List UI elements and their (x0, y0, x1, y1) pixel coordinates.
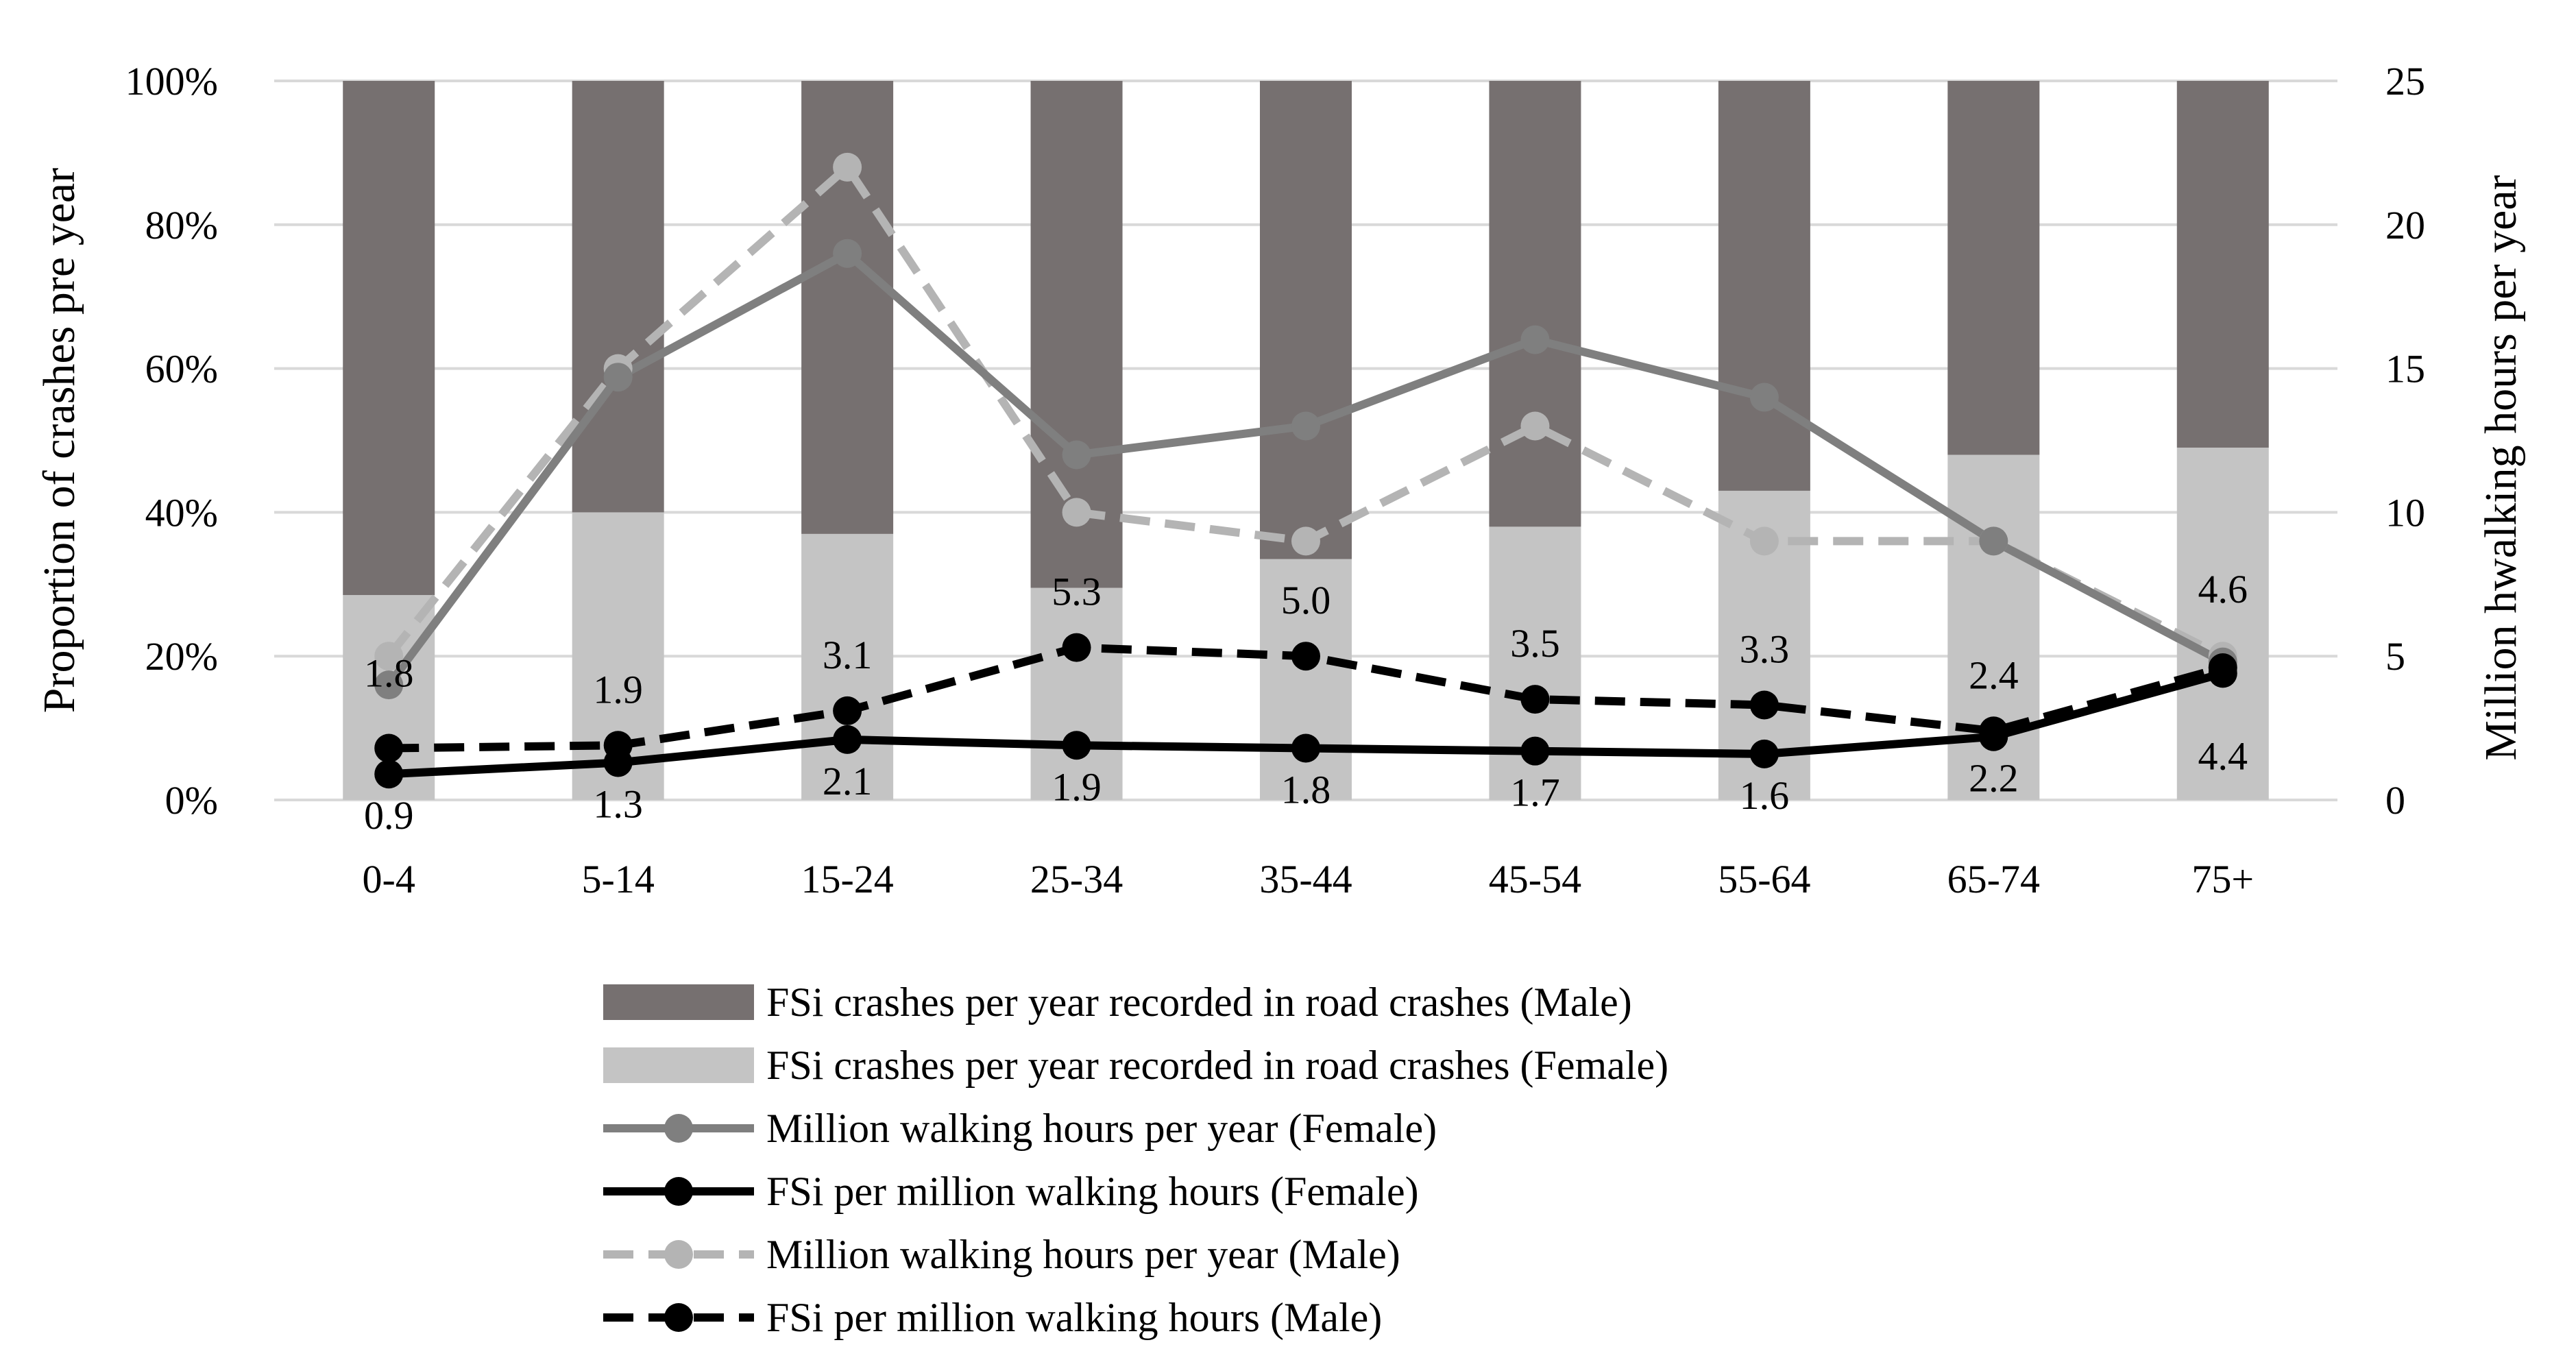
bar-male (572, 81, 664, 513)
y-left-tick-label: 80% (145, 203, 218, 247)
x-tick-label: 55-64 (1718, 857, 1810, 901)
y-right-tick-label: 10 (2385, 490, 2425, 535)
data-label: 3.3 (1740, 627, 1790, 672)
series-point (374, 670, 404, 700)
series-point (1979, 526, 2008, 556)
x-tick-label: 35-44 (1259, 857, 1352, 901)
bar-male (1489, 81, 1581, 527)
bar-male (1718, 81, 1810, 491)
bar-male (1947, 81, 2040, 455)
series-point (1291, 733, 1320, 763)
series-point (833, 696, 862, 725)
series-point (2208, 659, 2237, 688)
bar-female (801, 533, 894, 800)
series-point (1291, 642, 1320, 671)
legend-label: Million walking hours per year (Male) (766, 1232, 1400, 1277)
series-point (1062, 633, 1091, 662)
data-label: 3.1 (823, 633, 873, 677)
data-label: 5.0 (1281, 578, 1331, 622)
legend-marker (664, 1240, 693, 1269)
series-point (1062, 731, 1091, 760)
bar-female (1030, 587, 1123, 800)
y-right-tick-label: 0 (2385, 778, 2405, 823)
bar-female (2176, 447, 2269, 800)
data-label: 5.3 (1052, 570, 1102, 614)
legend-label: FSi per million walking hours (Female) (766, 1169, 1419, 1214)
data-labels: 1.8 1.9 3.1 5.3 5.0 3.5 3.3 2.4 4.6 0.9 1.3 2.1 1.9 1… (364, 567, 2248, 838)
data-label: 4.4 (2198, 733, 2248, 778)
series-point (1520, 685, 1550, 714)
legend-marker (664, 1303, 693, 1332)
series-point (1749, 690, 1779, 720)
data-label: 1.9 (1052, 764, 1102, 809)
y-right-tick-label: 20 (2385, 203, 2425, 247)
x-tick-label: 0-4 (363, 857, 415, 901)
series-point (603, 363, 633, 392)
series-point (374, 733, 404, 763)
legend-swatch (603, 984, 754, 1020)
data-label: 2.1 (823, 759, 873, 803)
y-left-tick-label: 100% (125, 59, 218, 104)
y-left-axis-title: Proportion of crashes pre year (34, 168, 84, 713)
legend-marker (664, 1177, 693, 1206)
x-tick-label: 45-54 (1489, 857, 1581, 901)
data-label: 1.7 (1510, 770, 1560, 815)
bar-male (2176, 81, 2269, 448)
y-left-tick-label: 60% (145, 347, 218, 391)
series-point (1749, 739, 1779, 768)
series-point (1520, 411, 1550, 441)
series-point (1291, 411, 1320, 441)
x-tick-label: 75+ (2191, 857, 2254, 901)
series-point (833, 725, 862, 754)
data-label: 1.8 (364, 651, 414, 695)
data-label: 4.6 (2198, 567, 2248, 611)
y-right-tick-label: 5 (2385, 634, 2405, 679)
series-point (1749, 526, 1779, 556)
series-point (1062, 498, 1091, 527)
legend-label: FSi crashes per year recorded in road cr… (766, 1043, 1668, 1088)
axes: 0% 20% 40% 60% 80% 100% 0 5 10 15 20 25 0-4 5-14 15-24… (34, 59, 2526, 901)
markers (374, 152, 2237, 789)
bar-male (1260, 81, 1352, 559)
y-left-tick-label: 0% (165, 778, 218, 823)
data-label: 1.3 (593, 781, 643, 826)
y-right-axis-title: Million hwalking hours per year (2476, 175, 2526, 760)
data-label: 1.8 (1281, 767, 1331, 812)
series-point (833, 239, 862, 268)
series-point (1520, 736, 1550, 766)
y-right-tick-label: 15 (2385, 347, 2425, 391)
legend-marker (664, 1114, 693, 1143)
x-tick-label: 65-74 (1947, 857, 2040, 901)
bar-male (343, 81, 435, 596)
data-label: 0.9 (364, 793, 414, 838)
data-label: 1.9 (593, 667, 643, 712)
series-point (374, 760, 404, 789)
bar-male (801, 81, 894, 534)
y-left-tick-label: 20% (145, 634, 218, 679)
series-point (1062, 440, 1091, 470)
x-tick-label: 25-34 (1030, 857, 1123, 901)
series-point (1291, 526, 1320, 556)
series-point (1749, 382, 1779, 412)
legend-label: FSi crashes per year recorded in road cr… (766, 980, 1632, 1025)
x-tick-label: 15-24 (801, 857, 893, 901)
series-point (833, 152, 862, 182)
y-right-tick-label: 25 (2385, 59, 2425, 104)
legend: FSi crashes per year recorded in road cr… (603, 980, 1668, 1340)
series-point (603, 748, 633, 777)
x-tick-label: 5-14 (582, 857, 655, 901)
legend-swatch (603, 1047, 754, 1083)
legend-label: Million walking hours per year (Female) (766, 1106, 1437, 1151)
legend-label: FSi per million walking hours (Male) (766, 1295, 1382, 1340)
data-label: 2.4 (1969, 653, 2019, 697)
y-left-tick-label: 40% (145, 490, 218, 535)
series-point (374, 642, 404, 671)
series-point (1979, 722, 2008, 751)
series-point (1520, 325, 1550, 354)
data-label: 3.5 (1510, 621, 1560, 666)
data-label: 1.6 (1740, 773, 1790, 818)
data-label: 2.2 (1969, 756, 2019, 801)
